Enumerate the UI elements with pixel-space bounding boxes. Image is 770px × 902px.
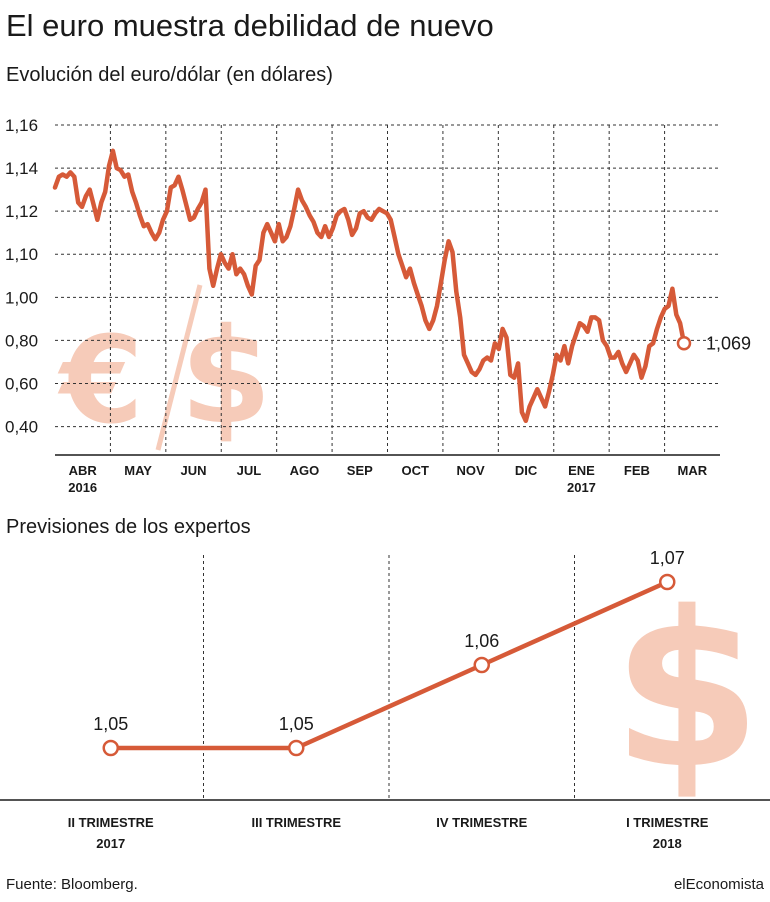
watermark-dollar-big: $ — [612, 565, 762, 816]
quarter-label: I TRIMESTRE — [626, 815, 709, 830]
forecast-chart: $ II TRIMESTRE 2017 III TRIMESTRE IV TRIMES… — [0, 548, 770, 851]
forecast-point — [288, 739, 305, 757]
chart-grid — [55, 124, 720, 456]
last-value-label: 1,069 — [706, 333, 751, 353]
y-tick-label: 0,80 — [5, 331, 38, 350]
x-tick-label: JUL — [237, 463, 262, 478]
forecast-value-label: 1,07 — [650, 548, 685, 568]
x-tick-year: 2017 — [567, 480, 596, 495]
x-tick-label: AGO — [290, 463, 320, 478]
series-line-eurusd — [52, 148, 687, 424]
x-tick-label: NOV — [457, 463, 486, 478]
forecast-point — [473, 656, 490, 674]
quarter-label: II TRIMESTRE — [68, 815, 154, 830]
forecast-value-label: 1,05 — [279, 714, 314, 734]
forecast-x-axis: II TRIMESTRE 2017 III TRIMESTRE IV TRIMESTR… — [68, 815, 709, 851]
y-tick-label: 1,12 — [5, 202, 38, 221]
x-tick-label: FEB — [624, 463, 650, 478]
watermark-slash — [155, 284, 203, 451]
x-tick-label: JUN — [181, 463, 207, 478]
forecast-point — [659, 573, 676, 591]
y-tick-label: 1,10 — [5, 245, 38, 264]
exchange-rate-chart: € $ 1,16 1,14 1,12 1,10 1,00 0,80 0,60 0,40 ABR… — [5, 116, 751, 495]
watermark-dollar-large: $ — [612, 565, 762, 816]
forecast-grid — [0, 555, 770, 801]
forecast-value-label: 1,05 — [93, 714, 128, 734]
chart-title: El euro muestra debilidad de nuevo — [6, 8, 494, 43]
source-note: Fuente: Bloomberg. — [6, 876, 138, 893]
x-tick-label: SEP — [347, 463, 373, 478]
y-tick-label: 0,60 — [5, 374, 38, 393]
x-tick-year: 2016 — [68, 480, 97, 495]
x-tick-label: DIC — [515, 463, 538, 478]
quarter-label: III TRIMESTRE — [251, 815, 341, 830]
forecast-points: 1,05 1,05 1,06 1,07 — [93, 548, 685, 757]
y-tick-label: 1,16 — [5, 116, 38, 135]
x-tick-label: OCT — [401, 463, 429, 478]
x-tick-label: MAY — [124, 463, 152, 478]
quarter-label: IV TRIMESTRE — [436, 815, 527, 830]
chart-subtitle: Evolución del euro/dólar (en dólares) — [6, 64, 333, 86]
y-tick-label: 0,40 — [5, 418, 38, 437]
x-axis: ABR 2016 MAY JUN JUL AGO SEP OCT NOV DIC ENE 2017 FE… — [68, 463, 707, 495]
watermark-symbols: € $ — [57, 284, 272, 454]
forecast-value-label: 1,06 — [464, 631, 499, 651]
quarter-year: 2017 — [96, 836, 125, 851]
y-tick-label: 1,00 — [5, 288, 38, 307]
x-tick-label: ENE — [568, 463, 595, 478]
x-tick-label: MAR — [677, 463, 707, 478]
last-value-point — [676, 336, 692, 351]
forecast-point — [102, 739, 119, 757]
forecast-series-line — [110, 579, 669, 751]
y-axis: 1,16 1,14 1,12 1,10 1,00 0,80 0,60 0,40 — [5, 116, 38, 437]
y-tick-label: 1,14 — [5, 159, 38, 178]
forecast-title: Previsiones de los expertos — [6, 516, 251, 538]
brand-logo: elEconomista — [673, 876, 764, 893]
x-tick-label: ABR — [69, 463, 98, 478]
watermark-dollar: $ — [180, 300, 272, 454]
watermark-euro: € — [57, 312, 144, 451]
quarter-year: 2018 — [653, 836, 682, 851]
